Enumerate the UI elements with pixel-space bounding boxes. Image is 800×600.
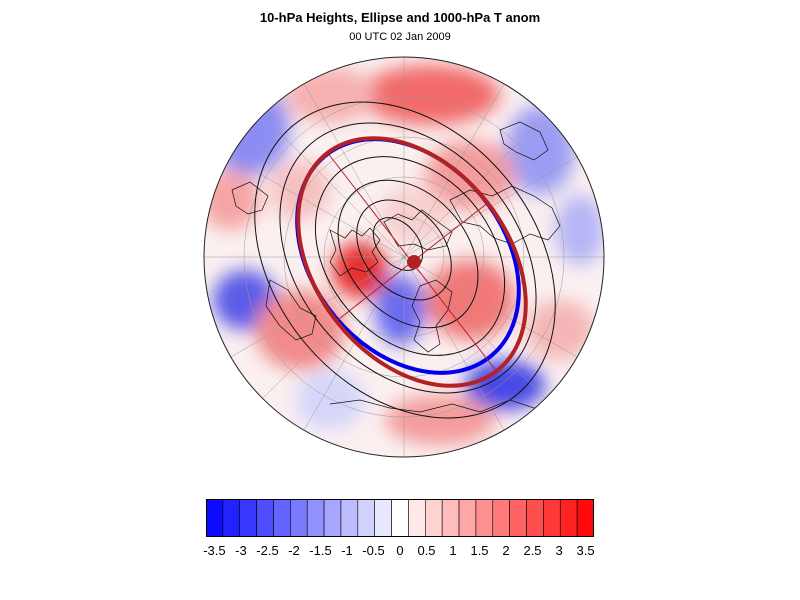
colorbar-outline bbox=[206, 499, 594, 537]
page-title: 10-hPa Heights, Ellipse and 1000-hPa T a… bbox=[259, 10, 541, 25]
colorbar-swatch bbox=[374, 499, 392, 537]
ellipse-center-marker bbox=[407, 255, 421, 269]
colorbar bbox=[206, 499, 594, 537]
colorbar-swatch bbox=[273, 499, 291, 537]
colorbar-swatch bbox=[206, 499, 224, 537]
graticule bbox=[204, 57, 604, 457]
colorbar-tick-label: -0.5 bbox=[362, 543, 385, 558]
colorbar-swatch bbox=[408, 499, 426, 537]
vortex-ellipse bbox=[296, 136, 528, 388]
map-boundary bbox=[203, 56, 605, 458]
colorbar-swatch bbox=[290, 499, 308, 537]
colorbar-swatch bbox=[543, 499, 561, 537]
colorbar-swatch bbox=[475, 499, 494, 537]
colorbar-swatch bbox=[441, 499, 460, 537]
colorbar-tick-label: 0 bbox=[396, 543, 404, 558]
colorbar-tick-label: -3.5 bbox=[203, 543, 226, 558]
colorbar-tick-label: 3.5 bbox=[576, 543, 595, 558]
colorbar-swatch bbox=[526, 499, 544, 537]
colorbar-swatch bbox=[559, 499, 578, 537]
colorbar-swatch bbox=[391, 499, 409, 537]
colorbar-swatch bbox=[357, 499, 376, 537]
page-subtitle: 00 UTC 02 Jan 2009 bbox=[349, 31, 451, 43]
colorbar-swatch bbox=[458, 499, 477, 537]
colorbar-swatch bbox=[306, 499, 325, 537]
colorbar-swatch bbox=[222, 499, 241, 537]
colorbar-swatch bbox=[340, 499, 359, 537]
colorbar-tick-label: -3 bbox=[235, 543, 247, 558]
coastlines bbox=[231, 121, 561, 413]
colorbar-tick-label: 1 bbox=[449, 543, 457, 558]
colorbar-tick-label: 0.5 bbox=[417, 543, 436, 558]
colorbar-tick-label: 3 bbox=[555, 543, 563, 558]
colorbar-swatch bbox=[256, 499, 274, 537]
colorbar-swatch bbox=[425, 499, 443, 537]
colorbar-tick-label: -2 bbox=[288, 543, 300, 558]
colorbar-tick-label: -1.5 bbox=[309, 543, 332, 558]
colorbar-swatch bbox=[492, 499, 510, 537]
colorbar-tick-label: 1.5 bbox=[470, 543, 489, 558]
colorbar-tick-label: -1 bbox=[341, 543, 353, 558]
colorbar-swatch bbox=[576, 499, 594, 537]
colorbar-tick-label: 2 bbox=[502, 543, 510, 558]
colorbar-swatch bbox=[323, 499, 342, 537]
colorbar-tick-labels: -3.5 -3 -2.5 -2 -1.5 -1 -0.5 0 0.5 1 1.5 2 2.5 3 3.5 bbox=[0, 543, 800, 563]
colorbar-tick-label: 2.5 bbox=[523, 543, 542, 558]
colorbar-swatch bbox=[509, 499, 527, 537]
temperature-anomaly-field bbox=[204, 57, 604, 457]
colorbar-swatch bbox=[239, 499, 257, 537]
colorbar-tick-label: -2.5 bbox=[256, 543, 279, 558]
